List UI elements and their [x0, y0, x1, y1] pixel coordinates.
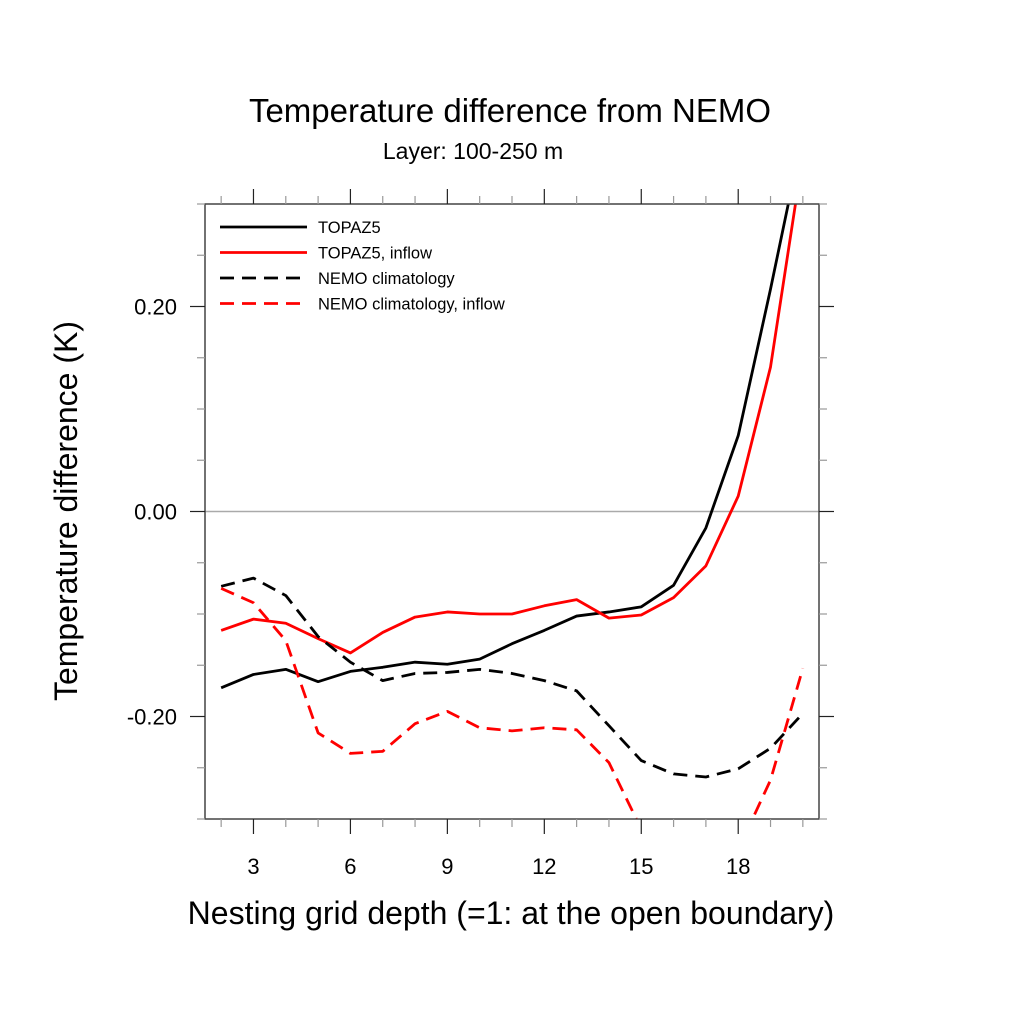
legend: TOPAZ5 TOPAZ5, inflow NEMO climatology NEMO… — [220, 219, 505, 314]
x-tick-label: 6 — [344, 854, 356, 879]
y-tick-label: 0.00 — [134, 500, 177, 525]
legend-label: NEMO climatology — [318, 270, 455, 288]
series-line-nemo-climatology-inflow — [220, 587, 805, 819]
x-tick-label: 18 — [726, 854, 750, 879]
chart-title: Temperature difference from NEMO — [249, 92, 771, 129]
x-tick-label: 9 — [441, 854, 453, 879]
series-line-topaz5-inflow — [220, 204, 797, 655]
y-tick-label: -0.20 — [127, 705, 177, 730]
series-line-topaz5 — [220, 204, 790, 690]
ticks-layer — [190, 189, 834, 834]
series-layer — [220, 204, 805, 819]
chart-subtitle: Layer: 100-250 m — [383, 138, 563, 164]
legend-label: TOPAZ5, inflow — [318, 245, 432, 263]
y-axis-label: Temperature difference (K) — [48, 321, 84, 701]
series-line-nemo-climatology — [220, 576, 804, 779]
x-tick-label: 12 — [532, 854, 556, 879]
x-axis-label: Nesting grid depth (=1: at the open boun… — [188, 895, 835, 931]
x-tick-label: 15 — [629, 854, 653, 879]
y-tick-label: 0.20 — [134, 295, 177, 320]
legend-label: NEMO climatology, inflow — [318, 296, 505, 314]
x-tick-label: 3 — [247, 854, 259, 879]
legend-label: TOPAZ5 — [318, 219, 381, 237]
tick-labels-layer: 3 6 9 12 15 18 -0.20 0.00 0.20 — [127, 295, 751, 880]
